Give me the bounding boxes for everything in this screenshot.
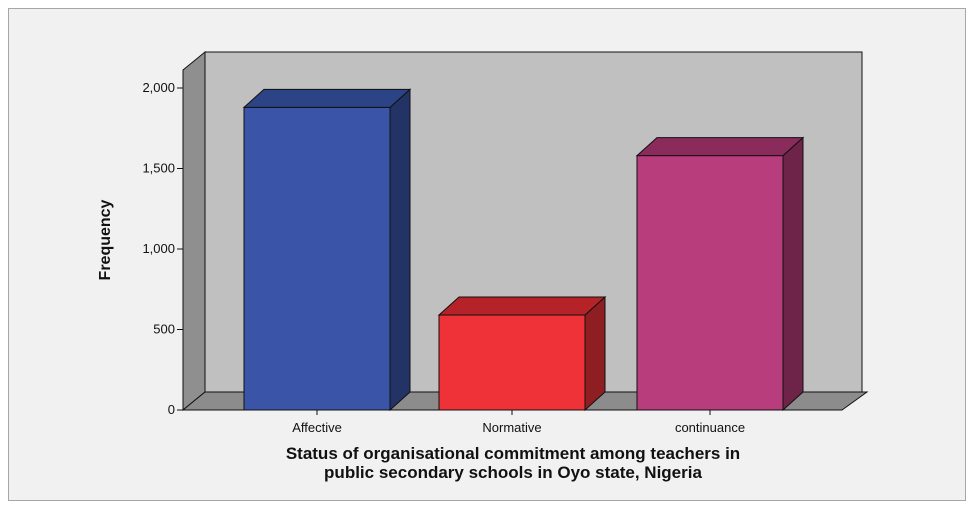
bar-side-normative [584, 295, 606, 412]
x-tick-label: continuance [675, 420, 745, 435]
bar-top-normative [437, 296, 607, 316]
bar-side-continuance [782, 136, 804, 412]
bar-side-affective [389, 88, 411, 412]
bar-top-continuance [635, 137, 805, 157]
chart-side-wall [182, 50, 206, 412]
y-tick-label: 0 [168, 402, 175, 417]
y-tick-label: 500 [153, 322, 175, 337]
bar-affective [243, 106, 391, 411]
bar-top-affective [242, 88, 412, 108]
x-tick-label: Normative [482, 420, 541, 435]
bar-normative [438, 314, 586, 411]
y-tick-label: 2,000 [142, 80, 175, 95]
y-tick-label: 1,500 [142, 161, 175, 176]
x-axis-title-line: Status of organisational commitment amon… [286, 444, 740, 463]
bar-continuance [636, 155, 784, 411]
x-axis-title-line: public secondary schools in Oyo state, N… [324, 463, 702, 482]
y-axis-title: Frequency [97, 199, 114, 280]
x-tick-label: Affective [292, 420, 342, 435]
y-tick-label: 1,000 [142, 241, 175, 256]
